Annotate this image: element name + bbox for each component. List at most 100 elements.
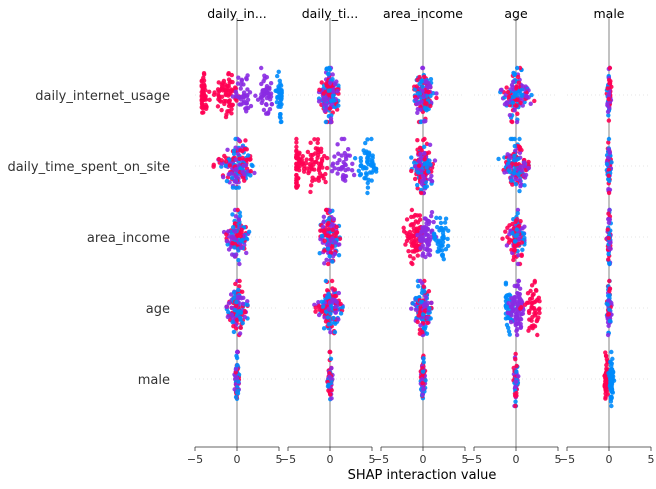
- shap-point: [365, 190, 370, 196]
- shap-point: [223, 91, 228, 97]
- interaction-cell: [325, 349, 335, 402]
- interaction-cell: [418, 353, 428, 401]
- shap-point: [327, 80, 333, 86]
- shap-point: [424, 165, 429, 170]
- column-title: daily_in...: [207, 6, 267, 21]
- x-tick-label: −5: [559, 453, 575, 466]
- shap-point: [421, 303, 427, 308]
- shap-point: [526, 328, 531, 333]
- shap-point: [504, 101, 509, 107]
- shap-point: [404, 231, 409, 236]
- shap-point: [424, 225, 429, 230]
- shap-point: [235, 207, 240, 213]
- shap-point: [508, 319, 514, 325]
- shap-point: [322, 261, 327, 266]
- shap-point: [442, 220, 448, 225]
- interaction-cell: [412, 65, 439, 125]
- shap-point: [246, 229, 252, 235]
- shap-point: [326, 242, 332, 247]
- shap-point: [518, 183, 523, 189]
- shap-point: [445, 243, 451, 249]
- shap-point: [417, 74, 422, 80]
- shap-point: [514, 86, 519, 91]
- shap-point: [438, 220, 444, 226]
- shap-point: [232, 387, 237, 392]
- shap-point: [222, 101, 227, 107]
- shap-point: [506, 300, 511, 306]
- shap-point: [422, 184, 428, 190]
- shap-point: [316, 312, 322, 318]
- shap-point: [606, 155, 611, 160]
- shap-point: [343, 154, 348, 159]
- shap-point: [606, 113, 611, 118]
- shap-point: [330, 72, 335, 77]
- shap-point: [506, 94, 512, 100]
- shap-point: [510, 309, 515, 314]
- shap-point: [511, 94, 516, 100]
- shap-point: [529, 92, 534, 98]
- shap-point: [522, 302, 528, 307]
- x-tick-label: 5: [369, 453, 376, 466]
- shap-point: [525, 290, 531, 296]
- shap-point: [278, 119, 284, 125]
- shap-point: [605, 392, 610, 397]
- shap-point: [238, 86, 243, 91]
- shap-point: [334, 230, 340, 235]
- shap-point: [294, 144, 299, 150]
- shap-point: [419, 148, 424, 153]
- shap-point: [244, 100, 249, 106]
- shap-point: [336, 290, 342, 296]
- shap-point: [606, 97, 611, 102]
- shap-point: [229, 175, 235, 181]
- x-tick-label: 0: [606, 453, 613, 466]
- shap-point: [279, 94, 284, 99]
- shap-point: [326, 226, 331, 232]
- shap-point: [419, 190, 424, 196]
- shap-point: [513, 162, 519, 167]
- shap-point: [409, 168, 414, 174]
- shap-point: [420, 381, 425, 386]
- shap-point: [445, 236, 450, 242]
- shap-point: [519, 168, 525, 173]
- shap-point: [409, 155, 414, 160]
- shap-point: [340, 305, 345, 310]
- shap-point: [227, 163, 232, 168]
- shap-point: [234, 353, 239, 359]
- shap-point: [261, 87, 267, 93]
- shap-point: [421, 144, 427, 150]
- shap-point: [329, 388, 334, 393]
- interaction-cell: [224, 278, 250, 338]
- shap-point: [199, 105, 204, 110]
- shap-point: [509, 296, 514, 301]
- shap-point: [340, 164, 345, 170]
- shap-point: [238, 325, 243, 330]
- shap-point: [515, 327, 520, 332]
- shap-point: [326, 66, 331, 71]
- shap-point: [417, 213, 423, 218]
- shap-point: [216, 89, 222, 94]
- shap-point: [413, 307, 419, 312]
- shap-point: [409, 222, 415, 227]
- shap-point: [320, 173, 325, 179]
- shap-point: [317, 87, 322, 93]
- shap-point: [324, 295, 330, 300]
- shap-point: [418, 245, 423, 251]
- shap-point: [410, 301, 415, 306]
- shap-point: [239, 229, 244, 234]
- shap-point: [240, 320, 245, 326]
- shap-point: [327, 374, 332, 380]
- shap-point: [609, 403, 614, 409]
- shap-point: [310, 175, 315, 180]
- shap-point: [325, 246, 331, 251]
- shap-point: [322, 228, 327, 233]
- column-title: male: [594, 6, 625, 21]
- shap-point: [358, 158, 364, 164]
- shap-point: [609, 395, 614, 401]
- shap-point: [440, 248, 445, 253]
- shap-point: [224, 304, 229, 310]
- shap-point: [224, 178, 230, 184]
- shap-point: [321, 326, 327, 331]
- shap-point: [443, 216, 449, 221]
- shap-point: [607, 288, 612, 294]
